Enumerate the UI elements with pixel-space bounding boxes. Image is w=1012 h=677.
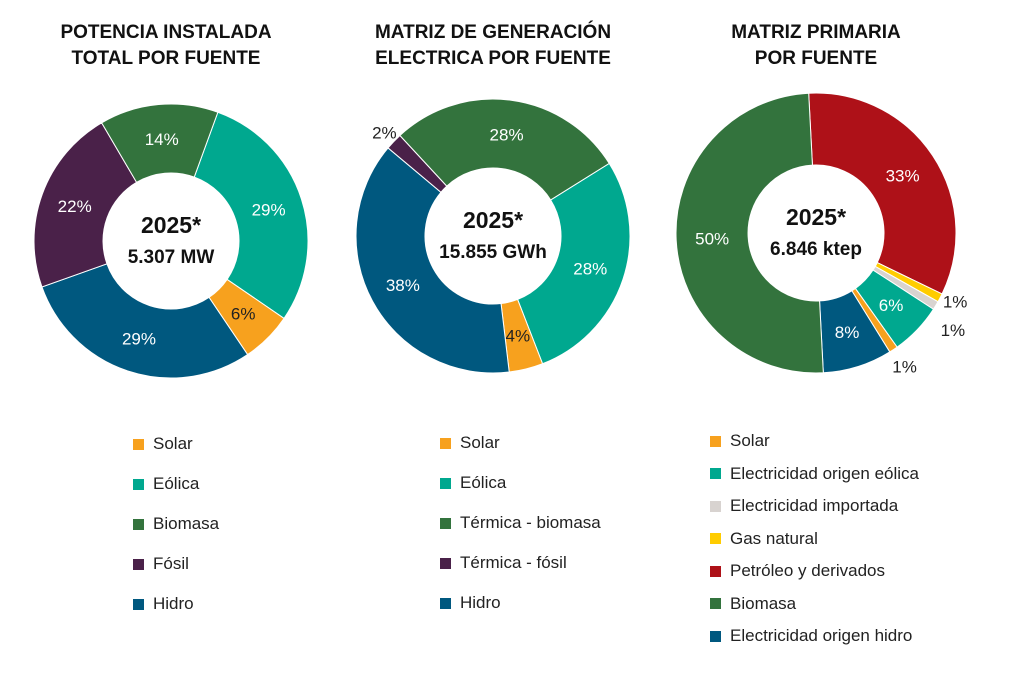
legend-label: Biomasa [153, 514, 220, 533]
donut-hole [103, 173, 239, 309]
legend-swatch [710, 435, 721, 447]
legend-label: Térmica - biomasa [460, 513, 601, 532]
legend-swatch [440, 477, 451, 489]
legend-item: Hidro [133, 594, 194, 614]
title-line: MATRIZ PRIMARIA [731, 22, 901, 43]
chart-1-title: POTENCIA INSTALADA TOTAL POR FUENTE [16, 20, 316, 72]
legend-label: Eólica [153, 474, 200, 493]
data-label: 28% [490, 125, 524, 144]
data-label: 38% [386, 276, 420, 295]
legend-item: Térmica - fósil [440, 553, 567, 573]
data-label: 6% [231, 305, 256, 324]
legend-label: Solar [153, 434, 193, 453]
legend-label: Electricidad origen eólica [730, 463, 919, 483]
legend-label: Electricidad origen hidro [730, 626, 913, 645]
legend-swatch [710, 468, 721, 479]
legend-swatch [133, 598, 144, 610]
legend-swatch [710, 630, 721, 642]
data-label: 2% [372, 124, 397, 143]
legend-label: Gas natural [730, 528, 818, 548]
legend-swatch [710, 598, 721, 609]
chart-3-title: MATRIZ PRIMARIA POR FUENTE [666, 20, 966, 72]
legend-item: Petróleo y derivados [710, 561, 885, 581]
legend-swatch [133, 438, 144, 450]
legend-label: Hidro [460, 593, 501, 612]
legend-label: Eólica [460, 473, 507, 492]
data-label: 22% [58, 197, 92, 216]
legend-label: Hidro [153, 594, 194, 613]
legend-item: Electricidad origen hidro [710, 626, 912, 646]
legend-item: Electricidad origen eólica [710, 464, 919, 484]
data-label: 1% [892, 357, 917, 376]
legend-item: Gas natural [710, 529, 818, 549]
legend-item: Biomasa [710, 594, 796, 614]
donut-hole [748, 165, 884, 301]
legend-swatch [710, 565, 721, 577]
legend-item: Térmica - biomasa [440, 513, 601, 533]
legend-label: Fósil [153, 554, 189, 573]
legend-item: Electricidad importada [710, 496, 898, 516]
legend-item: Solar [440, 433, 500, 453]
legend-label: Biomasa [730, 593, 797, 613]
data-label: 33% [886, 166, 920, 185]
legend-swatch [133, 518, 144, 530]
title-line: POTENCIA INSTALADA [60, 22, 272, 43]
title-line: MATRIZ DE GENERACIÓN [374, 22, 612, 43]
center-year: 2025* [786, 204, 846, 230]
title-line: TOTAL POR FUENTE [71, 48, 261, 69]
legend-item: Eólica [440, 473, 506, 493]
legend-item: Hidro [440, 593, 501, 613]
center-total: 15.855 GWh [439, 242, 547, 263]
legend-swatch [440, 437, 451, 449]
legend-label: Solar [460, 433, 500, 452]
donut-hole [425, 168, 561, 304]
data-label: 1% [941, 321, 966, 340]
legend-swatch [133, 558, 144, 570]
legend-label: Petróleo y derivados [730, 561, 885, 580]
legend-item: Solar [710, 431, 770, 451]
legend-label: Solar [730, 431, 770, 450]
chart-2-title: MATRIZ DE GENERACIÓN ELECTRICA POR FUENTE [343, 20, 643, 72]
legend-item: Fósil [133, 554, 189, 574]
data-label: 14% [145, 130, 179, 149]
data-label: 4% [506, 326, 531, 345]
data-label: 8% [835, 323, 860, 342]
data-label: 29% [122, 329, 156, 348]
center-year: 2025* [463, 207, 523, 233]
legend-label: Térmica - fósil [460, 553, 567, 572]
legend-label: Electricidad importada [730, 496, 899, 515]
title-line: POR FUENTE [754, 48, 878, 69]
center-total: 5.307 MW [128, 247, 215, 268]
data-label: 6% [879, 296, 904, 315]
legend-item: Eólica [133, 474, 199, 494]
data-label: 50% [695, 229, 729, 248]
legend-item: Solar [133, 434, 193, 454]
title-line: ELECTRICA POR FUENTE [375, 48, 611, 69]
legend-swatch [440, 517, 451, 529]
center-total: 6.846 ktep [770, 239, 862, 260]
data-label: 28% [573, 259, 607, 278]
center-year: 2025* [141, 212, 201, 238]
legend-swatch [440, 597, 451, 609]
data-label: 1% [943, 293, 968, 312]
legend-swatch [133, 478, 144, 490]
legend-swatch [440, 557, 451, 569]
data-label: 29% [252, 201, 286, 220]
legend-swatch [710, 533, 721, 544]
legend-item: Biomasa [133, 514, 219, 534]
legend-swatch [710, 500, 721, 512]
